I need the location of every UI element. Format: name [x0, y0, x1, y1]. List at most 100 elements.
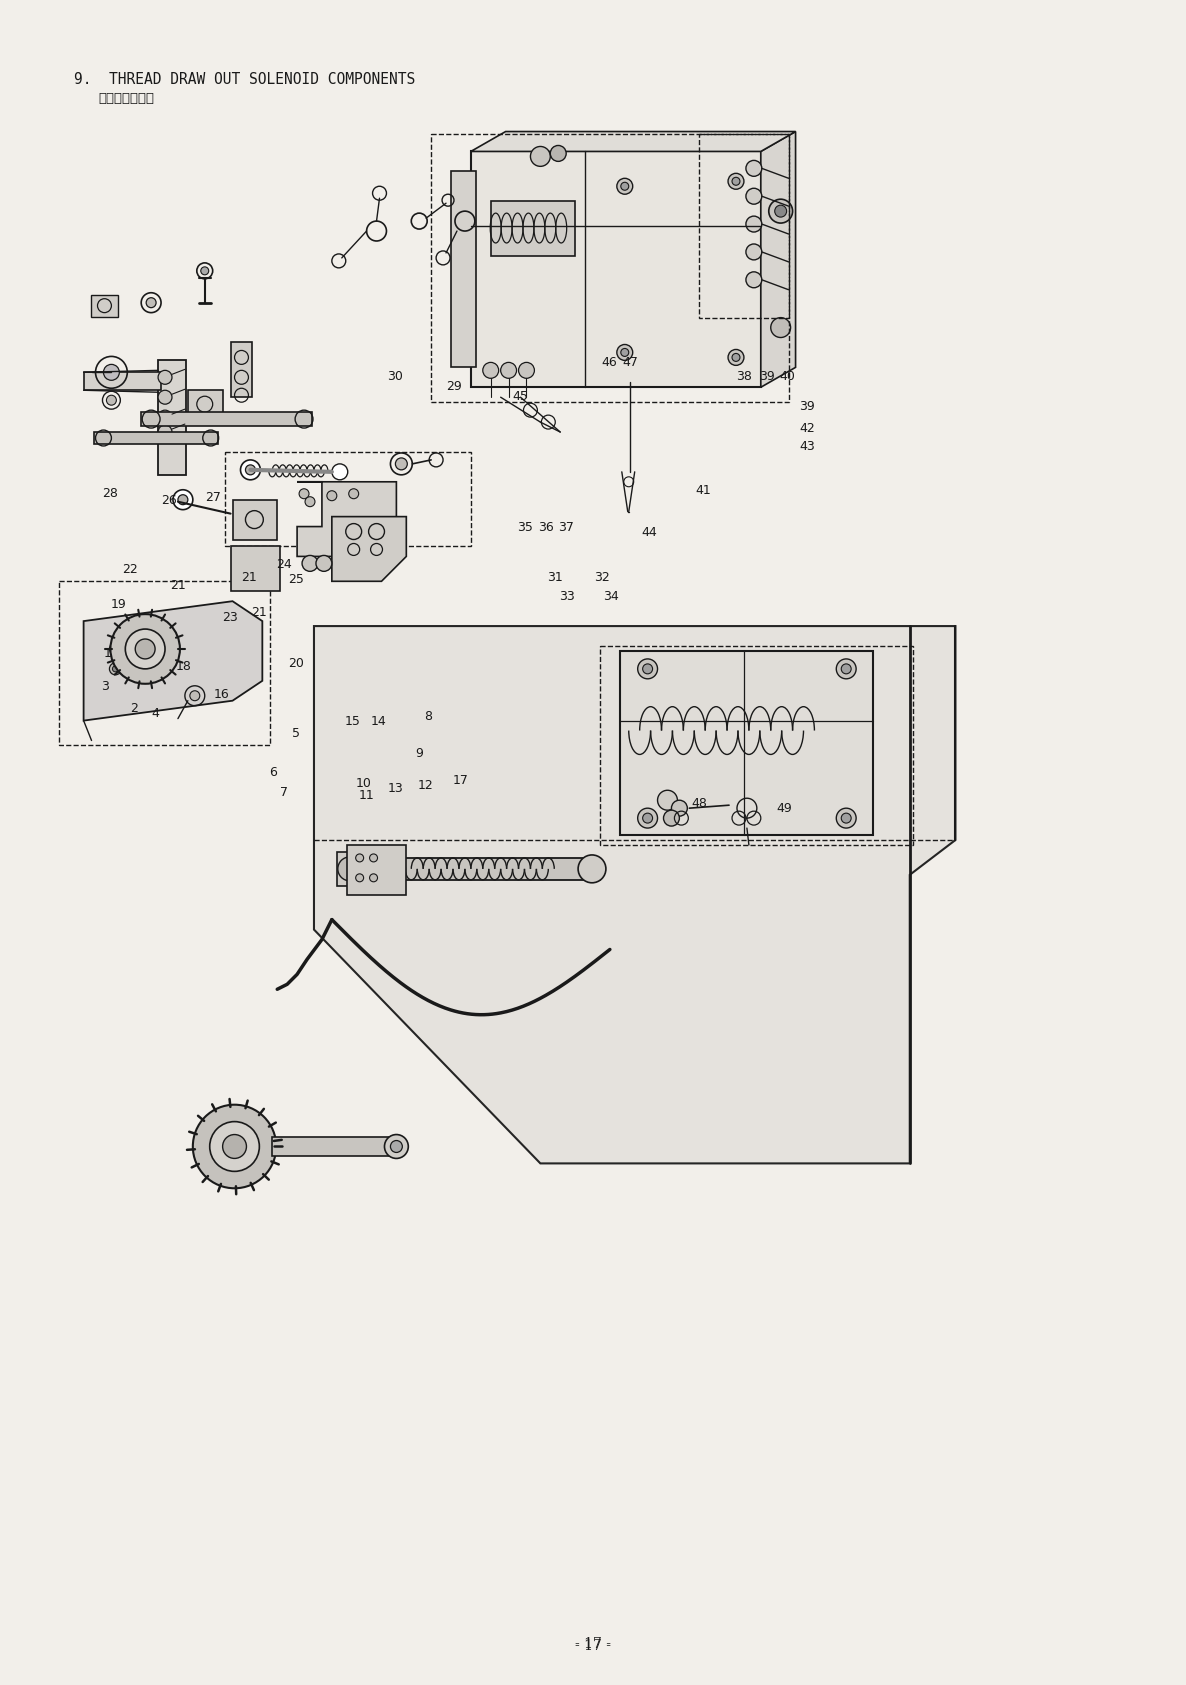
Text: 45: 45	[512, 389, 528, 403]
Text: 32: 32	[594, 571, 611, 585]
Text: 21: 21	[250, 607, 267, 620]
Circle shape	[384, 1134, 408, 1158]
Text: 44: 44	[642, 526, 657, 539]
Circle shape	[836, 659, 856, 679]
Circle shape	[110, 613, 180, 684]
Bar	[59, 581, 270, 745]
Circle shape	[500, 362, 517, 379]
Text: 14: 14	[371, 714, 387, 728]
Bar	[141, 413, 312, 426]
Circle shape	[193, 1105, 276, 1188]
Text: 40: 40	[779, 371, 796, 382]
Text: 21: 21	[171, 580, 186, 593]
Bar	[90, 295, 119, 317]
Circle shape	[109, 644, 121, 655]
Text: 49: 49	[776, 802, 792, 816]
Circle shape	[327, 490, 337, 500]
Circle shape	[746, 216, 761, 233]
Circle shape	[246, 465, 255, 475]
Circle shape	[384, 863, 398, 876]
Text: 2: 2	[129, 703, 138, 714]
Bar	[273, 1137, 401, 1156]
Circle shape	[158, 425, 172, 440]
Polygon shape	[760, 131, 796, 388]
Circle shape	[518, 362, 535, 379]
Circle shape	[746, 189, 761, 204]
Bar	[94, 431, 218, 443]
Circle shape	[550, 145, 566, 162]
Text: 29: 29	[446, 379, 461, 393]
Text: 33: 33	[560, 590, 575, 603]
Circle shape	[771, 317, 791, 337]
Circle shape	[158, 391, 172, 404]
Bar	[230, 342, 253, 398]
Text: 41: 41	[696, 484, 712, 497]
Text: 30: 30	[387, 371, 403, 382]
Circle shape	[390, 1141, 402, 1153]
Text: 12: 12	[417, 778, 434, 792]
Circle shape	[349, 489, 358, 499]
Text: 25: 25	[288, 573, 304, 586]
Text: 7: 7	[280, 785, 288, 799]
Bar	[232, 500, 278, 539]
Circle shape	[200, 266, 209, 275]
Circle shape	[113, 666, 119, 672]
Circle shape	[210, 1122, 260, 1171]
Circle shape	[732, 354, 740, 361]
Text: 18: 18	[176, 661, 191, 672]
Circle shape	[356, 875, 364, 881]
Circle shape	[338, 858, 362, 881]
Bar	[491, 201, 575, 256]
Text: 34: 34	[602, 590, 619, 603]
Polygon shape	[83, 602, 262, 721]
Circle shape	[774, 206, 786, 217]
Text: 22: 22	[122, 563, 138, 576]
Circle shape	[657, 790, 677, 810]
Circle shape	[305, 497, 315, 507]
Circle shape	[836, 809, 856, 827]
Circle shape	[728, 349, 744, 366]
Bar	[83, 372, 161, 391]
Circle shape	[302, 556, 318, 571]
Text: 39: 39	[799, 399, 815, 413]
Circle shape	[113, 645, 119, 652]
Bar	[620, 650, 873, 836]
Text: 21: 21	[241, 571, 257, 585]
Circle shape	[109, 662, 121, 674]
Circle shape	[377, 854, 406, 883]
Polygon shape	[471, 131, 796, 152]
Text: 31: 31	[548, 571, 563, 585]
Text: 9: 9	[415, 746, 422, 760]
Circle shape	[578, 854, 606, 883]
Circle shape	[746, 244, 761, 259]
Text: 48: 48	[691, 797, 707, 810]
Bar	[432, 133, 789, 403]
Text: 27: 27	[205, 490, 221, 504]
Circle shape	[746, 160, 761, 177]
Circle shape	[370, 854, 377, 863]
Circle shape	[638, 659, 657, 679]
Polygon shape	[314, 627, 956, 1163]
Circle shape	[530, 147, 550, 167]
Text: 3: 3	[102, 681, 109, 693]
Text: 10: 10	[356, 777, 371, 790]
Circle shape	[370, 875, 377, 881]
Text: 23: 23	[223, 612, 238, 625]
Circle shape	[395, 458, 407, 470]
Circle shape	[356, 854, 364, 863]
Text: - 17 -: - 17 -	[575, 1640, 611, 1653]
Circle shape	[126, 629, 165, 669]
Circle shape	[135, 639, 155, 659]
Bar	[187, 391, 223, 418]
Circle shape	[746, 271, 761, 288]
Circle shape	[158, 371, 172, 384]
Bar	[471, 152, 760, 388]
Circle shape	[732, 177, 740, 185]
Circle shape	[315, 556, 332, 571]
Circle shape	[841, 664, 852, 674]
Circle shape	[223, 1134, 247, 1158]
Bar	[346, 844, 407, 895]
Text: 17: 17	[453, 773, 468, 787]
Text: 20: 20	[288, 657, 304, 669]
Circle shape	[173, 490, 193, 509]
